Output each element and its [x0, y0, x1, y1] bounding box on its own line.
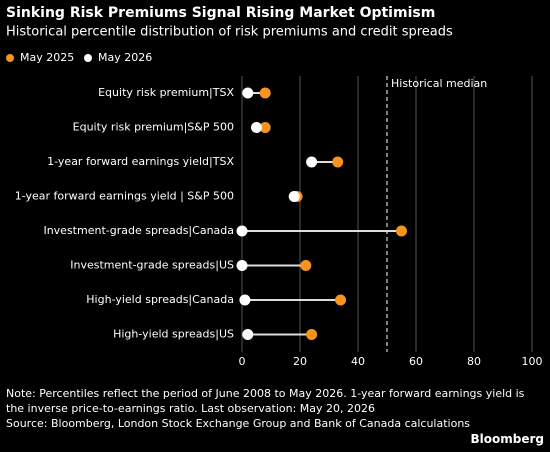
source-text: Source: Bloomberg, London Stock Exchange… — [6, 417, 471, 430]
x-tick-label: 20 — [293, 355, 307, 368]
dot — [306, 156, 318, 168]
dot — [242, 87, 254, 99]
dot — [396, 225, 407, 237]
dot — [300, 260, 312, 271]
dot — [335, 294, 347, 306]
x-tick-label: 0 — [239, 355, 246, 368]
legend-swatch — [6, 54, 14, 62]
note: Note: Percentiles reflect the period of … — [6, 386, 541, 431]
legend-label: May 2025 — [20, 51, 74, 64]
dot — [259, 87, 271, 99]
dot — [239, 294, 251, 306]
legend-swatch — [84, 54, 92, 62]
reference-label: Historical median — [391, 77, 487, 90]
y-tick-label: Investment-grade spreads|Canada — [43, 224, 234, 237]
chart-subtitle: Historical percentile distribution of ri… — [6, 25, 453, 40]
y-tick-label: High-yield spreads|Canada — [86, 293, 234, 306]
note-text: Note: Percentiles reflect the period of … — [6, 387, 525, 415]
x-tick-label: 80 — [467, 355, 481, 368]
dot — [236, 225, 248, 237]
dot — [306, 329, 318, 340]
y-tick-label: High-yield spreads|US — [113, 328, 234, 341]
dot — [242, 329, 254, 340]
y-tick-label: 1-year forward earnings yield | S&P 500 — [15, 190, 234, 203]
dot — [332, 156, 344, 168]
y-tick-label: Equity risk premium|S&P 500 — [73, 121, 234, 134]
dot — [236, 260, 248, 271]
x-tick-label: 60 — [409, 355, 423, 368]
y-tick-label: Equity risk premium|TSX — [98, 86, 234, 99]
brand: Bloomberg — [470, 432, 545, 446]
dot — [259, 122, 271, 133]
x-tick-label: 40 — [351, 355, 365, 368]
y-tick-label: Investment-grade spreads|US — [70, 259, 234, 272]
dot — [251, 122, 262, 133]
dot — [288, 191, 300, 202]
chart-title: Sinking Risk Premiums Signal Rising Mark… — [6, 5, 435, 21]
y-tick-label: 1-year forward earnings yield|TSX — [47, 155, 234, 168]
legend-label: May 2026 — [98, 51, 152, 64]
x-tick-label: 100 — [522, 355, 543, 368]
